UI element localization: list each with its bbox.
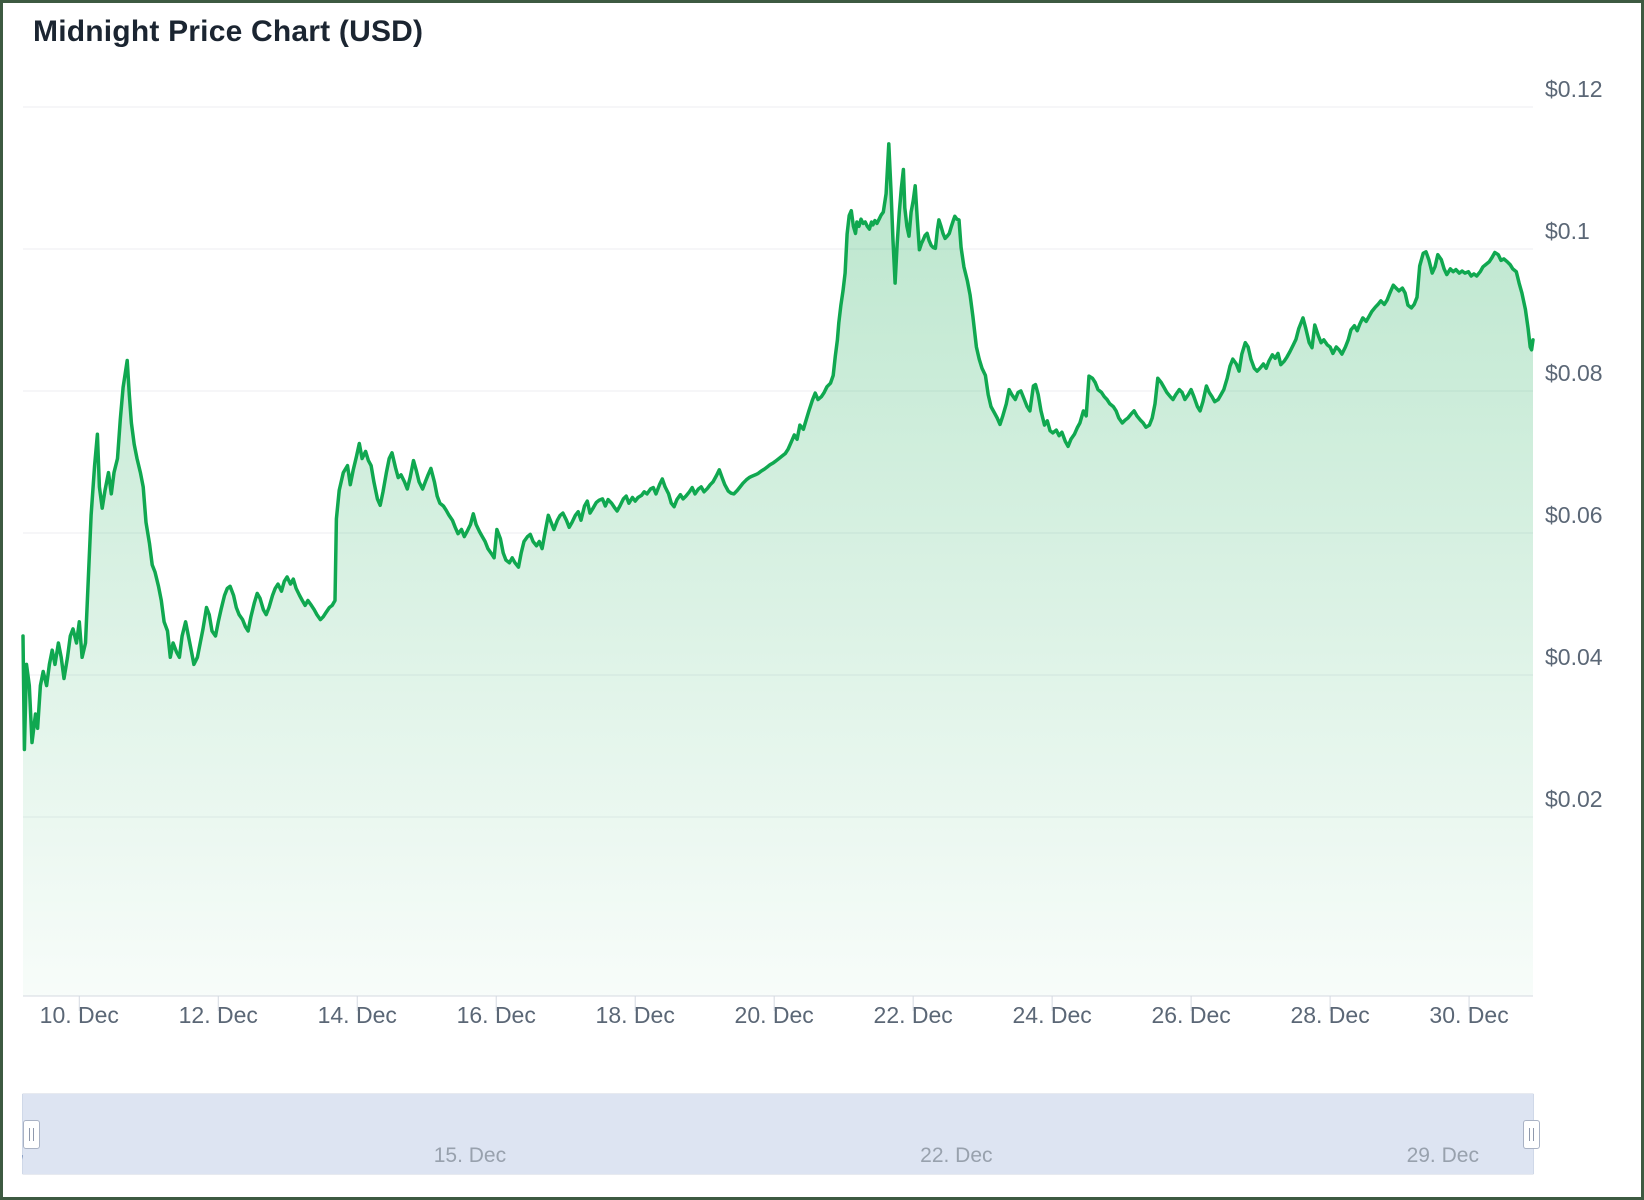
x-axis-label: 10. Dec xyxy=(39,1002,119,1028)
x-axis-label: 16. Dec xyxy=(456,1002,536,1028)
x-axis-label: 20. Dec xyxy=(734,1002,814,1028)
plot-area[interactable] xyxy=(23,63,1533,996)
handle-grip-icon xyxy=(29,1128,30,1141)
handle-grip-icon xyxy=(1533,1128,1534,1141)
x-axis-label: 24. Dec xyxy=(1012,1002,1092,1028)
y-axis-label: $0.1 xyxy=(1545,218,1590,244)
navigator-axis-label: 29. Dec xyxy=(1406,1144,1479,1167)
y-axis-label: $0.12 xyxy=(1545,76,1603,102)
y-axis-label: $0.06 xyxy=(1545,502,1603,528)
navigator-left-handle[interactable] xyxy=(23,1120,40,1149)
x-axis-label: 26. Dec xyxy=(1151,1002,1231,1028)
y-axis-label: $0.02 xyxy=(1545,786,1603,812)
x-axis-label: 30. Dec xyxy=(1429,1002,1509,1028)
navigator-right-handle[interactable] xyxy=(1523,1120,1540,1149)
chart-title: Midnight Price Chart (USD) xyxy=(33,15,424,48)
handle-grip-icon xyxy=(33,1128,34,1141)
x-axis-label: 28. Dec xyxy=(1290,1002,1370,1028)
y-axis-label: $0.08 xyxy=(1545,360,1603,386)
navigator-axis-label: 22. Dec xyxy=(920,1144,993,1167)
x-axis-label: 14. Dec xyxy=(317,1002,397,1028)
handle-grip-icon xyxy=(1529,1128,1530,1141)
x-axis-label: 12. Dec xyxy=(178,1002,258,1028)
navigator-background xyxy=(23,1094,1533,1174)
navigator-mask[interactable] xyxy=(23,1094,1533,1174)
y-axis-label: $0.04 xyxy=(1545,644,1603,670)
x-axis-label: 22. Dec xyxy=(873,1002,953,1028)
navigator-axis-label: 15. Dec xyxy=(433,1144,507,1167)
x-axis-label: 18. Dec xyxy=(595,1002,675,1028)
